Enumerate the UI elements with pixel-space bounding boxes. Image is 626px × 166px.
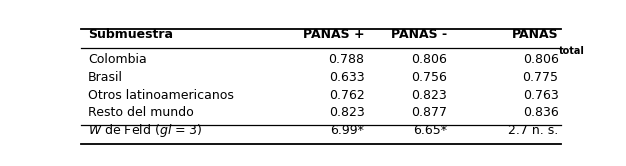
Text: 0.775: 0.775 bbox=[523, 71, 558, 84]
Text: 0.788: 0.788 bbox=[329, 53, 364, 66]
Text: 0.806: 0.806 bbox=[523, 53, 558, 66]
Text: Brasil: Brasil bbox=[88, 71, 123, 84]
Text: 0.877: 0.877 bbox=[411, 106, 447, 119]
Text: 0.756: 0.756 bbox=[411, 71, 447, 84]
Text: 0.806: 0.806 bbox=[411, 53, 447, 66]
Text: 0.823: 0.823 bbox=[329, 106, 364, 119]
Text: PANAS -: PANAS - bbox=[391, 28, 447, 41]
Text: 0.836: 0.836 bbox=[523, 106, 558, 119]
Text: Submuestra: Submuestra bbox=[88, 28, 173, 41]
Text: total: total bbox=[559, 46, 585, 56]
Text: Otros latinoamericanos: Otros latinoamericanos bbox=[88, 88, 234, 102]
Text: 0.823: 0.823 bbox=[411, 88, 447, 102]
Text: Colombia: Colombia bbox=[88, 53, 146, 66]
Text: 2.7 n. s.: 2.7 n. s. bbox=[508, 124, 558, 137]
Text: Resto del mundo: Resto del mundo bbox=[88, 106, 193, 119]
Text: PANAS +: PANAS + bbox=[303, 28, 364, 41]
Text: 6.65*: 6.65* bbox=[413, 124, 447, 137]
Text: 6.99*: 6.99* bbox=[331, 124, 364, 137]
Text: 0.633: 0.633 bbox=[329, 71, 364, 84]
Text: PANAS: PANAS bbox=[512, 28, 558, 41]
Text: $W$ de Feld ($gl$ = 3): $W$ de Feld ($gl$ = 3) bbox=[88, 122, 203, 139]
Text: 0.762: 0.762 bbox=[329, 88, 364, 102]
Text: 0.763: 0.763 bbox=[523, 88, 558, 102]
